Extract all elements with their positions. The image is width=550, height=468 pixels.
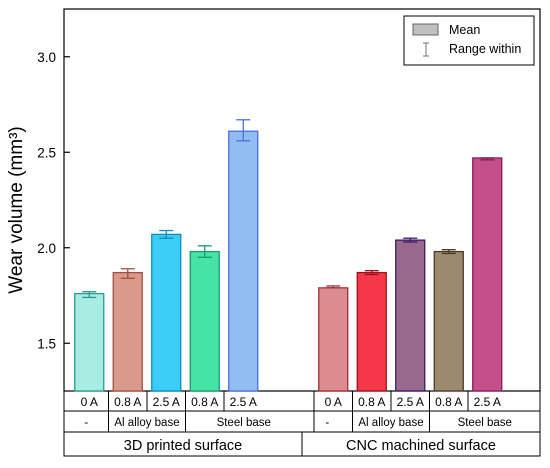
- category-label: 0 A: [325, 395, 342, 409]
- legend: Mean Range within: [403, 15, 535, 66]
- bars: [74, 130, 503, 392]
- bar: [74, 292, 105, 392]
- category-table: 3D printed surface - Al alloy base Steel ba…: [81, 391, 512, 456]
- group-label: CNC machined surface: [346, 438, 496, 454]
- subgroup-label: Al alloy base: [358, 417, 423, 429]
- bar: [395, 239, 426, 392]
- subgroup-label: -: [325, 417, 329, 429]
- category-label: 2.5 A: [397, 395, 424, 409]
- category-label: 0.8 A: [191, 395, 218, 409]
- y-tick-label: 2.5: [37, 145, 56, 160]
- subgroup-label: -: [84, 417, 88, 429]
- legend-mean-swatch: [412, 23, 439, 36]
- bar: [189, 250, 220, 392]
- category-label: 2.5 A: [230, 395, 257, 409]
- group-label: 3D printed surface: [124, 438, 242, 454]
- category-label: 0.8 A: [114, 395, 141, 409]
- bar: [112, 271, 143, 392]
- y-tick-label: 3.0: [37, 50, 56, 65]
- legend-mean-label: Mean: [449, 23, 480, 37]
- bar: [356, 271, 387, 392]
- category-label: 0 A: [81, 395, 98, 409]
- bar: [318, 287, 349, 392]
- category-label: 0.8 A: [358, 395, 385, 409]
- subgroup-label: Steel base: [458, 417, 512, 429]
- category-label: 2.5 A: [153, 395, 180, 409]
- bar: [228, 130, 259, 392]
- y-ticks: 1.5 2.0 2.5 3.0: [37, 50, 70, 351]
- subgroup-label: Al alloy base: [114, 417, 179, 429]
- category-label: 0.8 A: [435, 395, 462, 409]
- legend-range-label: Range within: [449, 42, 521, 56]
- subgroup-label: Steel base: [217, 417, 271, 429]
- bar: [472, 157, 503, 392]
- y-axis-title: Wear volume (mm³): [6, 126, 27, 294]
- legend-range-icon: [423, 42, 429, 57]
- y-tick-label: 2.0: [37, 241, 56, 256]
- bar: [433, 250, 464, 392]
- category-label: 2.5 A: [474, 395, 501, 409]
- y-tick-label: 1.5: [37, 336, 56, 351]
- error-bars: [82, 119, 495, 299]
- bar: [151, 233, 182, 392]
